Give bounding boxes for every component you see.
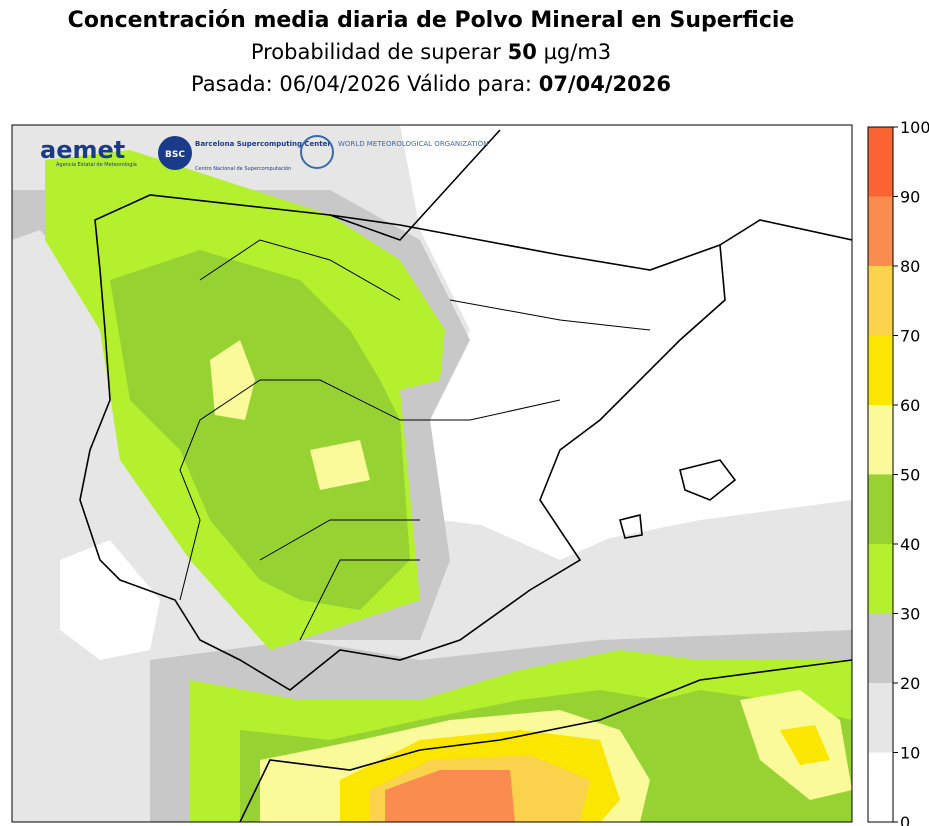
colorbar-tick-label: 70 <box>900 327 920 346</box>
colorbar-segment <box>868 266 893 336</box>
logo-aemet-sub: Agencia Estatal de Meteorología <box>56 161 137 168</box>
colorbar-segment <box>868 752 893 822</box>
logo-bsc-name: Barcelona Supercomputing Center <box>195 140 331 148</box>
logo-bsc: BSC <box>165 150 185 160</box>
colorbar-segment <box>868 613 893 683</box>
threshold: 50 <box>507 40 537 64</box>
run-info: Pasada: 06/04/2026 Válido para: 07/04/20… <box>0 72 862 96</box>
colorbar-tick-label: 60 <box>900 396 920 415</box>
colorbar-tick-label: 40 <box>900 535 920 554</box>
run-text: Pasada: 06/04/2026 Válido para: <box>191 72 533 96</box>
subtitle: Probabilidad de superar 50 µg/m3 <box>0 40 862 64</box>
colorbar-tick-label: 0 <box>900 813 910 826</box>
colorbar-segment <box>868 544 893 614</box>
map-field: aemet Agencia Estatal de Meteorología BS… <box>12 125 852 822</box>
colorbar-tick-label: 30 <box>900 605 920 624</box>
colorbar-segment <box>868 405 893 475</box>
colorbar-segment <box>868 474 893 544</box>
unit: µg/m3 <box>543 40 612 64</box>
colorbar-segment <box>868 335 893 405</box>
valid-date: 07/04/2026 <box>538 72 671 96</box>
colorbar: 0 10 20 30 40 50 60 70 80 90 100 <box>867 118 929 826</box>
logo-aemet: aemet <box>40 136 125 164</box>
colorbar-segment <box>868 196 893 266</box>
colorbar-tick-label: 80 <box>900 257 920 276</box>
colorbar-segment <box>868 683 893 753</box>
logo-bsc-sub: Centro Nacional de Supercomputación <box>195 165 291 172</box>
colorbar-tick-label: 100 <box>900 118 929 137</box>
colorbar-tick-label: 10 <box>900 744 920 763</box>
colorbar-tick-label: 20 <box>900 674 920 693</box>
subtitle-text: Probabilidad de superar <box>250 40 501 64</box>
colorbar-tick-label: 50 <box>900 466 920 485</box>
colorbar-tick-label: 90 <box>900 188 920 207</box>
logo-wmo: WORLD METEOROLOGICAL ORGANIZATION <box>338 140 488 148</box>
colorbar-segment <box>868 127 893 197</box>
title: Concentración media diaria de Polvo Mine… <box>67 8 795 33</box>
